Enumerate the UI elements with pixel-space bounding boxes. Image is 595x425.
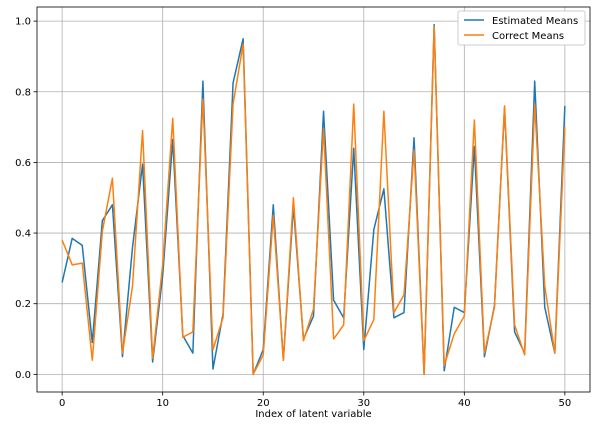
plot-frame	[36, 6, 591, 393]
y-tick-label: 0.4	[15, 229, 31, 240]
y-tick-label: 1.0	[15, 17, 31, 28]
x-tick-label: 50	[558, 398, 571, 409]
series-lines	[61, 23, 566, 376]
plot-area	[37, 7, 590, 392]
x-tick-label: 10	[156, 398, 169, 409]
axis-ticks: 0 10 20 30 40 50 0.0 0.2 0.4 0.6 0.8 1.0	[15, 17, 571, 409]
y-tick-label: 0.2	[15, 299, 31, 310]
legend-label-correct: Correct Means	[492, 31, 564, 42]
x-tick-label: 20	[257, 398, 270, 409]
y-tick-label: 0.6	[15, 158, 31, 169]
x-tick-label: 0	[59, 398, 65, 409]
x-axis-label: Index of latent variable	[255, 409, 371, 420]
legend-label-estimated: Estimated Means	[492, 16, 578, 27]
x-tick-label: 40	[458, 398, 471, 409]
x-tick-label: 30	[357, 398, 370, 409]
grid	[37, 7, 590, 392]
series-line-correct-means	[61, 25, 566, 376]
y-tick-label: 0.8	[15, 87, 31, 98]
y-tick-label: 0.0	[15, 370, 31, 381]
legend-box	[457, 10, 586, 46]
legend: Estimated Means Correct Means	[457, 10, 586, 46]
